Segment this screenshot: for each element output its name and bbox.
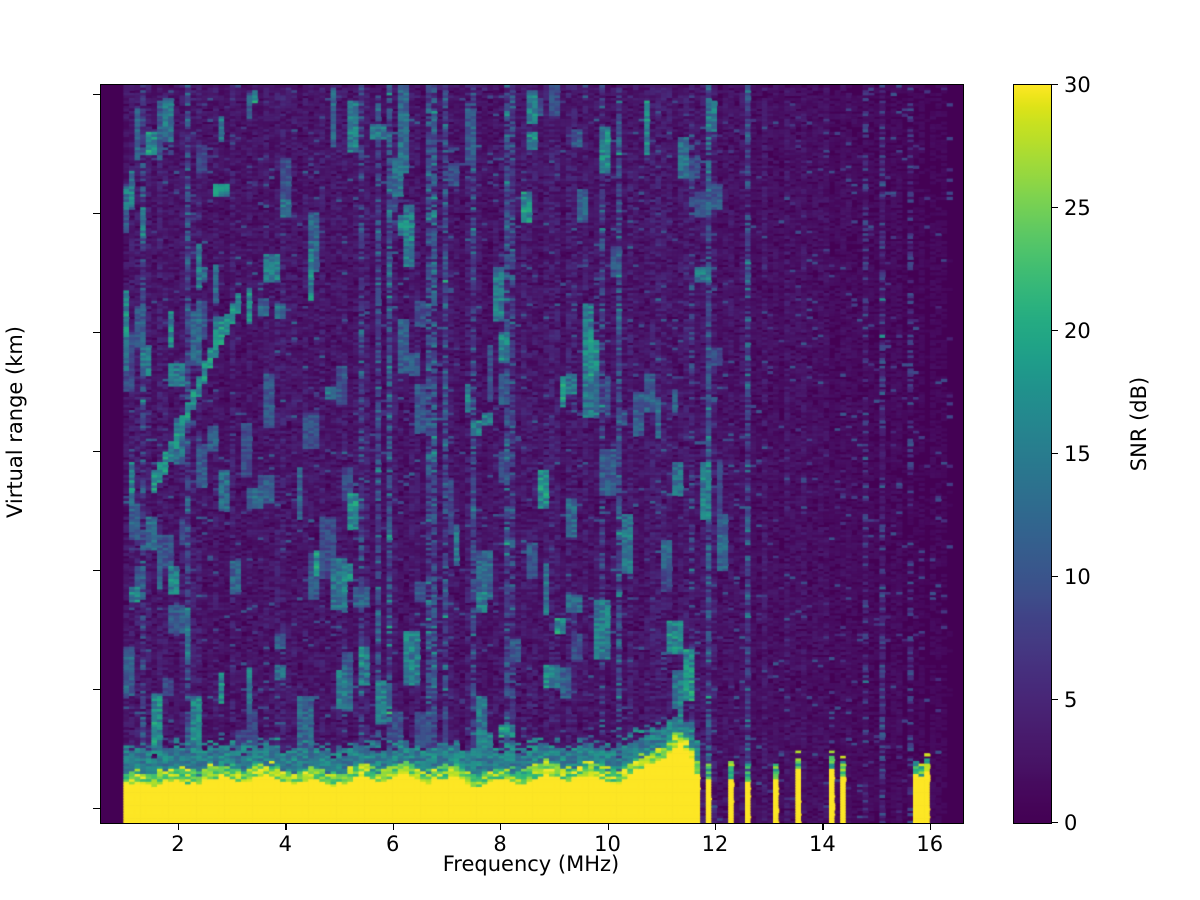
y-tick-mark: [93, 93, 100, 95]
colorbar-tick-mark: [1051, 330, 1058, 332]
x-tick-mark: [714, 823, 717, 830]
colorbar-tick-mark: [1051, 84, 1058, 86]
y-tick-mark: [93, 331, 100, 333]
x-tick-mark: [607, 823, 609, 830]
x-tick-label: 16: [916, 832, 944, 856]
y-tick-mark: [93, 212, 100, 214]
x-tick-label: 2: [171, 832, 185, 856]
colorbar-tick-mark: [1051, 453, 1058, 455]
colorbar-tick-label: 20: [1064, 319, 1091, 343]
x-tick-label: 10: [594, 832, 621, 856]
ionogram-plot-area[interactable]: [100, 84, 964, 824]
x-tick-mark: [822, 823, 824, 830]
x-tick-mark: [177, 823, 180, 830]
ionogram-heatmap: [101, 85, 963, 823]
y-tick-mark: [93, 450, 100, 452]
y-tick-mark: [93, 569, 100, 571]
colorbar-tick-label: 30: [1064, 73, 1091, 97]
x-tick-mark: [285, 823, 287, 830]
colorbar-tick-mark: [1051, 699, 1058, 701]
colorbar[interactable]: [1013, 84, 1052, 824]
colorbar-tick-mark: [1051, 822, 1058, 824]
colorbar-tick-label: 25: [1064, 196, 1091, 220]
colorbar-tick-mark: [1051, 576, 1058, 578]
x-tick-label: 6: [386, 832, 400, 856]
y-tick-mark: [93, 807, 100, 809]
colorbar-tick-label: 0: [1064, 811, 1078, 835]
x-tick-mark: [392, 823, 394, 830]
x-tick-label: 8: [493, 832, 507, 856]
x-tick-mark: [500, 823, 502, 830]
colorbar-tick-label: 15: [1064, 442, 1091, 466]
x-tick-label: 14: [808, 832, 836, 856]
colorbar-tick-mark: [1051, 207, 1058, 209]
y-tick-mark: [93, 688, 100, 690]
x-tick-label: 12: [701, 832, 729, 856]
colorbar-label: SNR (dB): [1127, 376, 1151, 472]
colorbar-tick-label: 10: [1064, 565, 1091, 589]
colorbar-tick-label: 5: [1064, 688, 1078, 712]
y-axis-label: Virtual range (km): [3, 325, 27, 519]
x-tick-label: 4: [278, 832, 292, 856]
x-tick-mark: [929, 823, 932, 830]
x-axis-label: Frequency (MHz): [442, 852, 620, 876]
